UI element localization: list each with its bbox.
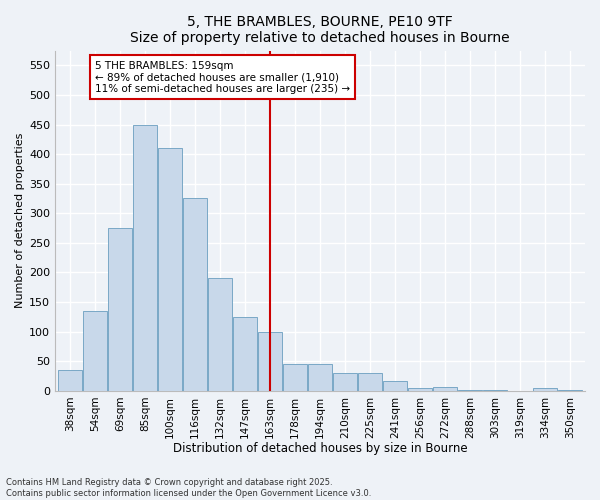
Bar xyxy=(233,317,257,391)
Bar xyxy=(133,124,157,391)
Bar xyxy=(458,390,482,391)
Bar xyxy=(208,278,232,391)
Bar xyxy=(283,364,307,391)
Bar xyxy=(258,332,282,391)
Bar xyxy=(108,228,132,391)
Bar xyxy=(558,390,582,391)
Bar xyxy=(383,381,407,391)
Bar xyxy=(433,386,457,391)
Bar xyxy=(358,373,382,391)
Bar xyxy=(483,390,507,391)
Text: Contains HM Land Registry data © Crown copyright and database right 2025.
Contai: Contains HM Land Registry data © Crown c… xyxy=(6,478,371,498)
Bar xyxy=(333,373,357,391)
Bar xyxy=(83,311,107,391)
Bar xyxy=(308,364,332,391)
Bar xyxy=(408,388,432,391)
Y-axis label: Number of detached properties: Number of detached properties xyxy=(15,133,25,308)
Title: 5, THE BRAMBLES, BOURNE, PE10 9TF
Size of property relative to detached houses i: 5, THE BRAMBLES, BOURNE, PE10 9TF Size o… xyxy=(130,15,510,45)
Bar xyxy=(533,388,557,391)
Bar xyxy=(158,148,182,391)
Bar xyxy=(58,370,82,391)
Text: 5 THE BRAMBLES: 159sqm
← 89% of detached houses are smaller (1,910)
11% of semi-: 5 THE BRAMBLES: 159sqm ← 89% of detached… xyxy=(95,60,350,94)
Bar xyxy=(183,198,207,391)
X-axis label: Distribution of detached houses by size in Bourne: Distribution of detached houses by size … xyxy=(173,442,467,455)
